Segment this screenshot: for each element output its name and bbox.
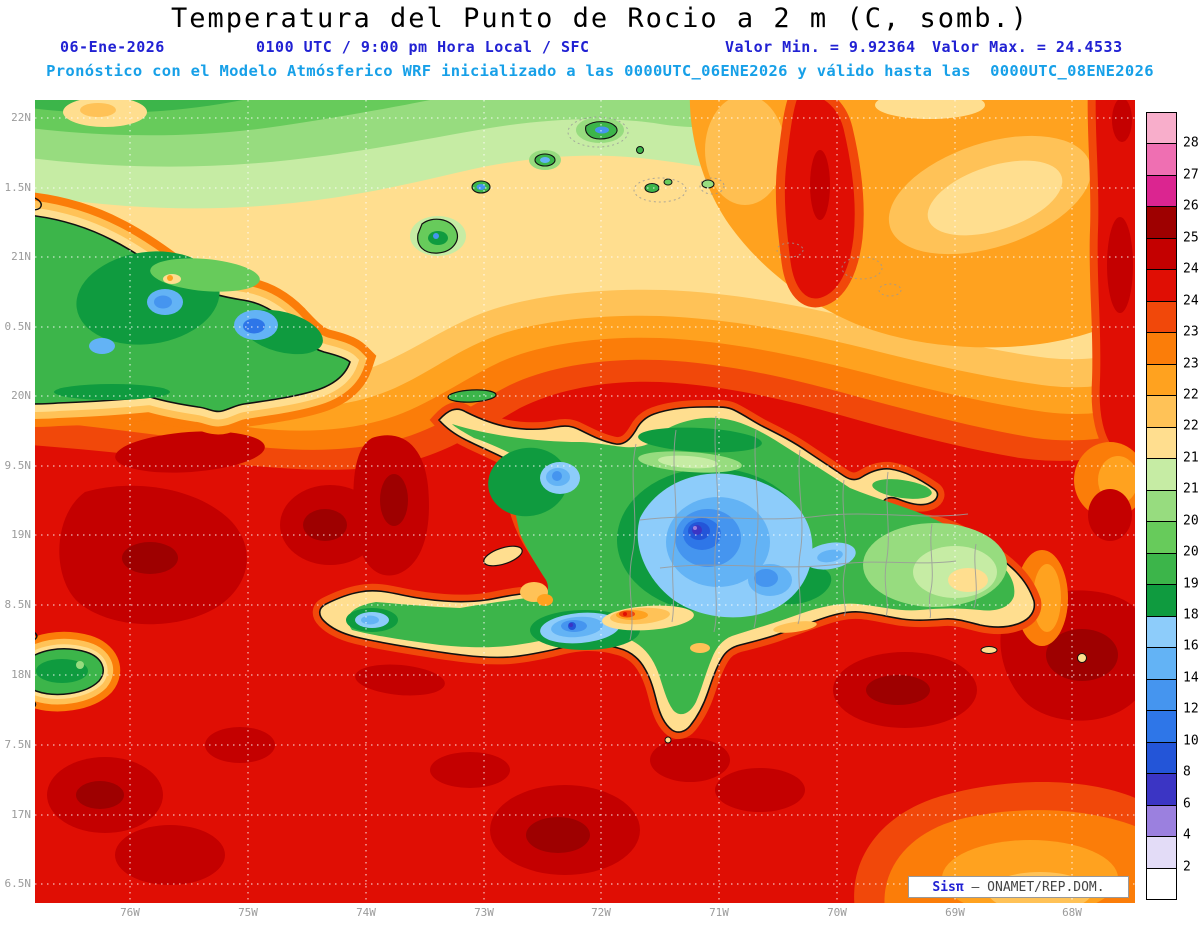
lon-label-69W: 69W [945,906,965,919]
colorbar-segment-14 [1147,553,1176,586]
colorbar-segment-18 [1147,679,1176,712]
lat-label-9.5N: 9.5N [4,459,32,472]
cuba [35,192,377,435]
lat-label-6.5N: 6.5N [4,877,32,890]
colorbar-label-6: 6 [1183,796,1191,812]
watermark-text: — ONAMET/REP.DOM. [963,879,1105,895]
small-islands [410,117,998,744]
lat-label-17N: 17N [11,808,31,821]
colorbar-segment-16 [1147,616,1176,649]
lat-label-18N: 18N [11,668,31,681]
colorbar-segment-5 [1147,270,1176,302]
lon-label-74W: 74W [356,906,376,919]
colorbar-label-8: 8 [1183,764,1191,780]
colorbar-segment-17 [1147,648,1176,680]
lon-label-72W: 72W [591,906,611,919]
colorbar-label-23.5: 23.5 [1183,324,1200,340]
colorbar-label-16: 16 [1183,638,1199,654]
lat-label-0.5N: 0.5N [4,320,32,333]
colorbar-label-26: 26 [1183,198,1199,214]
colorbar-label-24.5: 24.5 [1183,261,1200,277]
colorbar-label-12: 12 [1183,701,1199,717]
page-title: Temperatura del Punto de Rocio a 2 m (C,… [170,3,1029,34]
tortuga-island [447,389,497,403]
colorbar-segment-22 [1147,805,1176,838]
colorbar-segment-8 [1147,364,1176,397]
hispaniola [312,399,1068,740]
colorbar-segment-21 [1147,774,1176,806]
colorbar-label-27: 27 [1183,167,1199,183]
colorbar-label-19: 19 [1183,576,1199,592]
colorbar-segment-24 [1147,868,1176,900]
coastline-fragment [35,197,42,211]
lon-label-73W: 73W [474,906,494,919]
map-art [35,100,1135,903]
colorbar-segment-3 [1147,207,1176,239]
colorbar-label-25: 25 [1183,230,1199,246]
colorbar-label-14: 14 [1183,670,1199,686]
colorbar-segment-0 [1147,113,1176,145]
colorbar-label-2: 2 [1183,859,1191,875]
colorbar-label-20.5: 20.5 [1183,513,1200,529]
colorbar-segment-10 [1147,427,1176,460]
colorbar-label-4: 4 [1183,827,1191,843]
colorbar-segment-15 [1147,585,1176,617]
top-right-features [689,100,1135,518]
watermark: Sisπ — ONAMET/REP.DOM. [908,876,1129,898]
colorbar-segment-2 [1147,175,1176,208]
watermark-brand: Sisπ [932,879,964,895]
colorbar-segment-20 [1147,742,1176,775]
colorbar-label-21: 21 [1183,481,1199,497]
colorbar-segment-23 [1147,837,1176,869]
lon-label-75W: 75W [238,906,258,919]
beata-island [664,736,672,744]
colorbar-label-20: 20 [1183,544,1199,560]
init-date: 06-Ene-2026 [60,38,165,56]
lat-label-20N: 20N [11,389,31,402]
colorbar-label-28: 28 [1183,135,1199,151]
lat-label-1.5N: 1.5N [4,181,32,194]
mona-island [1077,653,1087,663]
lon-label-76W: 76W [120,906,140,919]
lat-label-22N: 22N [11,111,31,124]
colorbar-label-23: 23 [1183,356,1199,372]
lat-label-8.5N: 8.5N [4,598,32,611]
colorbar-label-21.5: 21.5 [1183,450,1200,466]
valid-time: 0100 UTC / 9:00 pm Hora Local / SFC [256,38,590,56]
colorbar-segment-19 [1147,711,1176,743]
colorbar-label-18: 18 [1183,607,1199,623]
lon-label-68W: 68W [1062,906,1082,919]
colorbar-label-10: 10 [1183,733,1199,749]
lat-label-7.5N: 7.5N [4,738,32,751]
saona-island [980,646,998,654]
value-max-label: Valor Max. = 24.4533 [932,38,1123,56]
colorbar-segment-12 [1147,490,1176,523]
colorbar-segment-4 [1147,238,1176,271]
colorbar-segment-11 [1147,459,1176,491]
colorbar-segment-1 [1147,144,1176,176]
colorbar-segment-6 [1147,301,1176,334]
lon-label-70W: 70W [827,906,847,919]
colorbar [1146,112,1177,900]
jamaica [35,631,121,712]
colorbar-segment-9 [1147,396,1176,428]
lon-label-71W: 71W [709,906,729,919]
value-min-label: Valor Min. = 9.92364 [725,38,916,56]
colorbar-label-22.5: 22.5 [1183,387,1200,403]
bank-outlines [567,116,902,297]
lat-label-19N: 19N [11,528,31,541]
colorbar-segment-7 [1147,333,1176,365]
model-info-line: Pronóstico con el Modelo Atmósferico WRF… [46,62,1154,80]
colorbar-label-24: 24 [1183,293,1199,309]
admin-boundaries [629,415,977,641]
colorbar-segment-13 [1147,522,1176,554]
colorbar-label-22: 22 [1183,418,1199,434]
lat-label-21N: 21N [11,250,31,263]
